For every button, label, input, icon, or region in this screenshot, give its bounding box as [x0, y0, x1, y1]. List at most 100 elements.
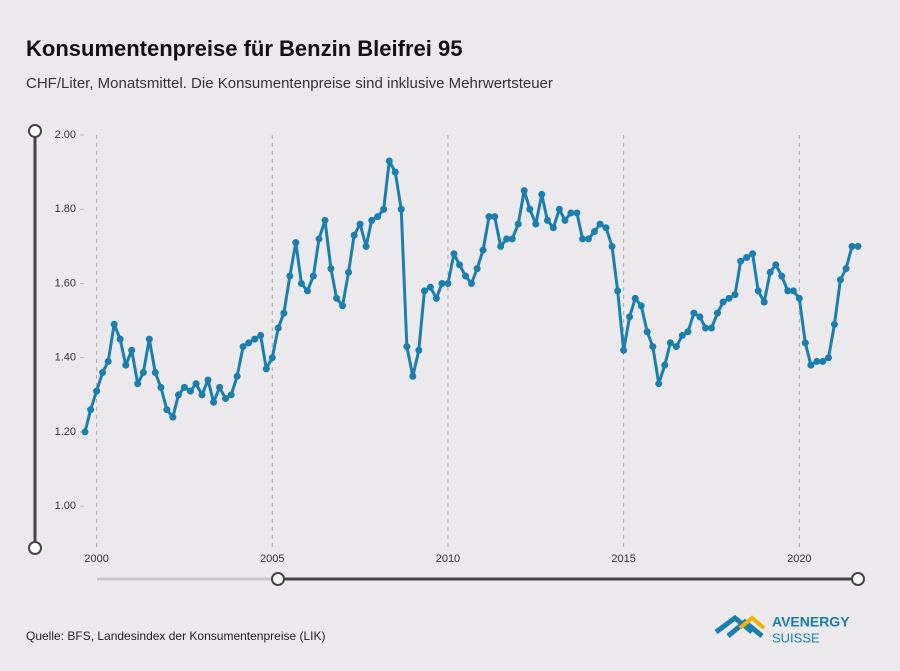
data-point — [678, 331, 686, 339]
data-point — [532, 220, 540, 228]
data-point — [526, 205, 534, 213]
data-point — [608, 242, 616, 250]
data-point — [819, 357, 827, 365]
data-point — [731, 291, 739, 299]
data-point — [350, 231, 358, 239]
chart-subtitle: CHF/Liter, Monatsmittel. Die Konsumenten… — [26, 75, 553, 92]
data-point — [104, 357, 112, 365]
data-point — [134, 380, 142, 388]
slider-handle[interactable] — [28, 541, 42, 555]
data-point — [596, 220, 604, 228]
y-tick-label: 1.40 — [55, 352, 76, 364]
data-point — [684, 328, 692, 336]
data-point — [508, 235, 516, 243]
data-point — [315, 235, 323, 243]
data-point — [391, 168, 399, 176]
data-point — [415, 346, 423, 354]
data-point — [626, 313, 634, 321]
data-point — [297, 279, 305, 287]
data-point — [198, 391, 206, 399]
data-point — [268, 354, 276, 362]
data-point — [789, 287, 797, 295]
data-point — [87, 406, 95, 414]
data-point — [145, 335, 153, 343]
data-point — [280, 309, 288, 317]
chart-title: Konsumentenpreise für Benzin Bleifrei 95 — [26, 36, 462, 61]
data-point — [327, 265, 335, 273]
data-point — [204, 376, 212, 384]
data-point — [420, 287, 428, 295]
data-point — [116, 335, 124, 343]
data-point — [222, 395, 230, 403]
data-point — [702, 324, 710, 332]
x-tick-label: 2020 — [787, 553, 811, 565]
data-point — [385, 157, 393, 165]
logo-text: SUISSE — [772, 630, 820, 645]
data-point — [403, 343, 411, 351]
data-point — [725, 294, 733, 302]
data-point — [438, 279, 446, 287]
data-point — [192, 380, 200, 388]
y-tick-label: 1.80 — [55, 203, 76, 215]
data-point — [561, 216, 569, 224]
data-point — [661, 361, 669, 369]
data-point — [362, 242, 370, 250]
data-point — [784, 287, 792, 295]
data-point — [620, 346, 628, 354]
data-point — [110, 320, 118, 328]
data-point — [795, 294, 803, 302]
y-tick-label: 1.60 — [55, 277, 76, 289]
data-point — [778, 272, 786, 280]
data-point — [239, 343, 247, 351]
data-point — [690, 309, 698, 317]
data-point — [549, 224, 557, 232]
logo-icon — [738, 615, 766, 630]
data-point — [163, 406, 171, 414]
data-point — [321, 216, 329, 224]
data-point — [842, 265, 850, 273]
data-point — [585, 235, 593, 243]
data-point — [754, 287, 762, 295]
data-point — [602, 224, 610, 232]
data-point — [813, 357, 821, 365]
data-point — [543, 216, 551, 224]
data-point — [81, 428, 89, 436]
y-tick-label: 1.20 — [55, 426, 76, 438]
data-point — [707, 324, 715, 332]
data-point — [772, 261, 780, 269]
data-point — [766, 268, 774, 276]
slider-handle[interactable] — [851, 572, 865, 586]
data-point — [274, 324, 282, 332]
data-point — [122, 361, 130, 369]
data-point — [538, 190, 546, 198]
data-point — [468, 279, 475, 287]
data-point — [666, 339, 674, 347]
data-point — [432, 294, 440, 302]
data-point — [169, 413, 177, 421]
x-tick-label: 2010 — [436, 553, 460, 565]
data-point — [251, 335, 259, 343]
data-point — [854, 242, 862, 250]
data-point — [824, 354, 832, 362]
data-point — [292, 239, 300, 247]
data-point — [713, 309, 721, 317]
data-point — [497, 242, 505, 250]
data-point — [174, 391, 182, 399]
data-point — [339, 302, 347, 310]
data-point — [696, 313, 704, 321]
data-point — [151, 369, 159, 377]
data-point — [333, 294, 341, 302]
slider-handle[interactable] — [271, 572, 285, 586]
data-point — [520, 187, 528, 195]
data-point — [590, 228, 598, 236]
data-point — [456, 261, 464, 269]
data-point — [227, 391, 235, 399]
data-point — [760, 298, 768, 306]
data-point — [444, 279, 452, 287]
data-point — [257, 331, 265, 339]
slider-handle[interactable] — [28, 124, 42, 138]
data-point — [356, 220, 364, 228]
data-point — [749, 250, 757, 258]
data-point — [139, 369, 147, 377]
